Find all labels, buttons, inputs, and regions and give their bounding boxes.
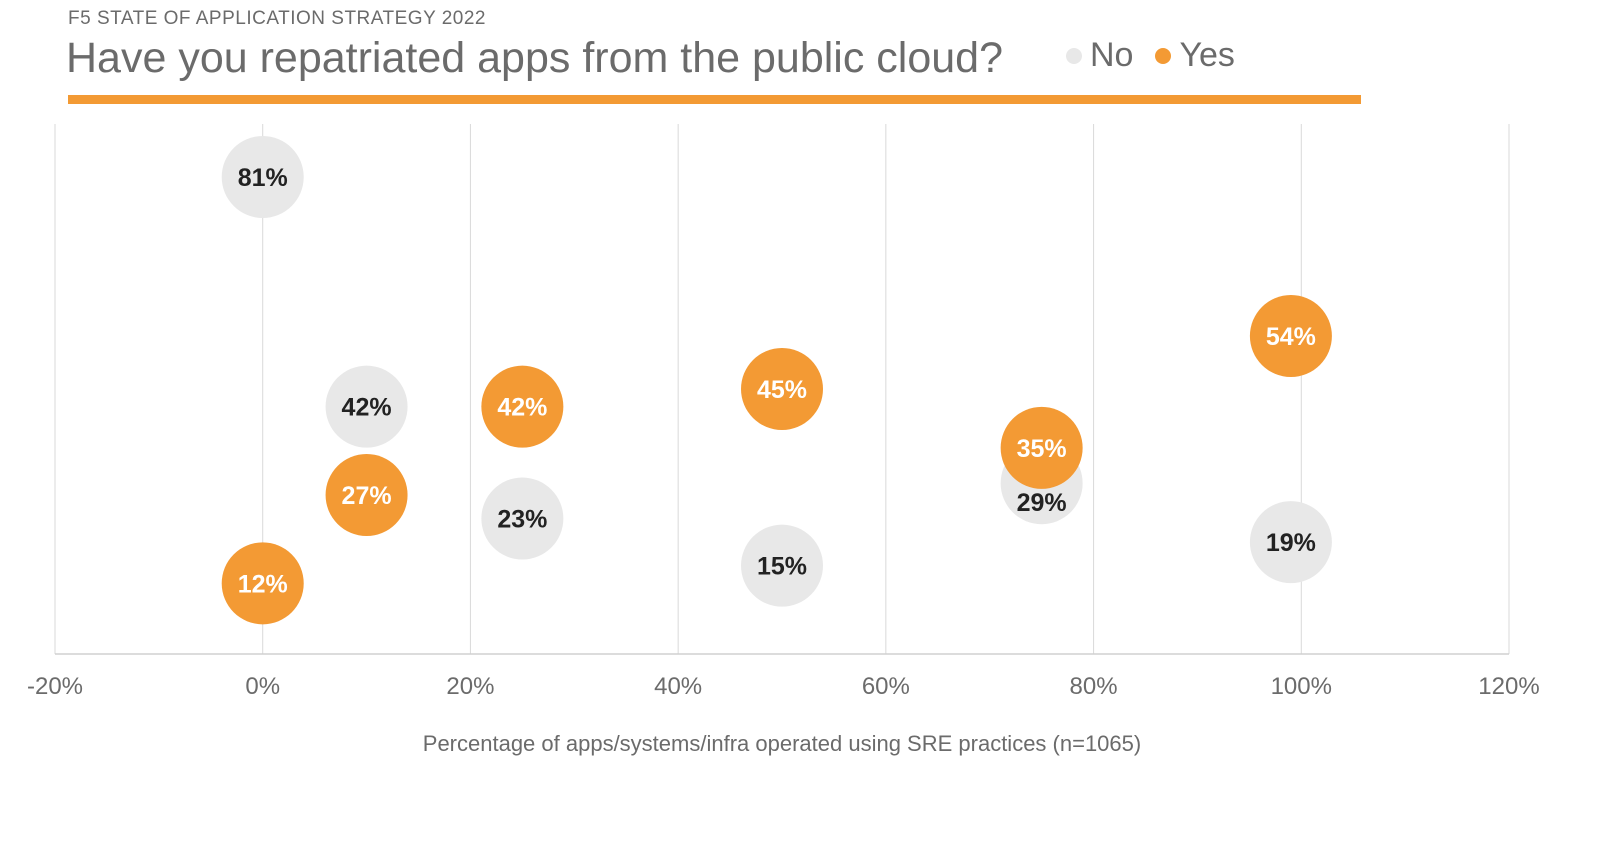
x-tick-label: -20% xyxy=(27,673,83,700)
bubble-no xyxy=(1249,501,1332,584)
x-tick-label: 80% xyxy=(1070,673,1118,700)
data-label-yes: 54% xyxy=(1266,323,1316,351)
title-underline xyxy=(68,95,1361,104)
bubble-yes xyxy=(1249,295,1332,377)
x-tick-label: 40% xyxy=(654,673,702,700)
data-label-yes: 45% xyxy=(757,376,807,404)
legend-dot-yes xyxy=(1155,47,1172,64)
data-label-yes: 35% xyxy=(1017,435,1067,463)
bubble-yes xyxy=(481,365,564,448)
legend: No Yes xyxy=(1066,36,1257,75)
data-label-no: 23% xyxy=(497,506,547,534)
bubble-no xyxy=(325,365,408,448)
data-label-no: 15% xyxy=(757,553,807,581)
data-label-yes: 12% xyxy=(238,570,288,598)
chart-supertitle: F5 STATE OF APPLICATION STRATEGY 2022 xyxy=(68,8,486,29)
legend-label-yes: Yes xyxy=(1179,36,1235,74)
chart-title: Have you repatriated apps from the publi… xyxy=(66,34,1003,82)
data-label-no: 81% xyxy=(238,164,288,192)
bubble-no xyxy=(481,477,564,560)
data-label-no: 29% xyxy=(1017,489,1067,517)
x-tick-label: 20% xyxy=(446,673,494,700)
data-label-no: 19% xyxy=(1266,529,1316,557)
bubble-yes xyxy=(325,454,408,536)
data-label-yes: 27% xyxy=(342,482,392,510)
data-label-no: 42% xyxy=(342,394,392,422)
legend-item-yes: Yes xyxy=(1155,36,1235,75)
bubble-yes xyxy=(1000,406,1083,489)
bubble-no xyxy=(741,524,823,607)
x-tick-label: 0% xyxy=(245,673,280,700)
legend-dot-no xyxy=(1066,47,1082,64)
legend-item-no: No xyxy=(1066,36,1133,75)
data-label-yes: 42% xyxy=(497,394,547,422)
x-tick-label: 60% xyxy=(862,673,910,700)
x-tick-label: 120% xyxy=(1478,673,1539,700)
bubble-no xyxy=(221,136,304,218)
x-axis-label: Percentage of apps/systems/infra operate… xyxy=(423,731,1141,756)
bubble-yes xyxy=(741,348,823,430)
bubble-yes xyxy=(221,542,304,625)
x-tick-label: 100% xyxy=(1271,673,1332,700)
legend-label-no: No xyxy=(1090,36,1134,74)
